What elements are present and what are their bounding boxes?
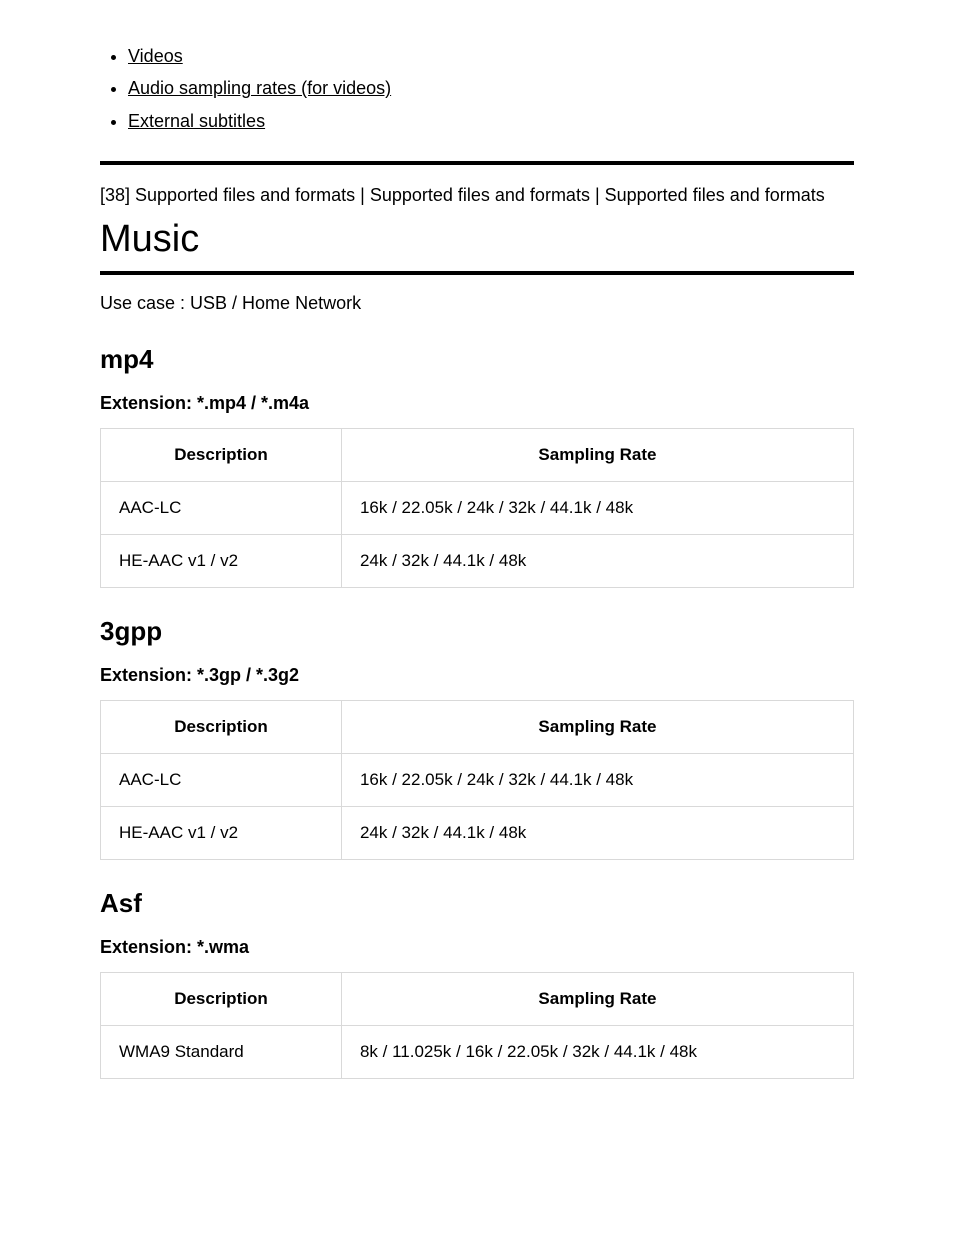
format-table-3gpp: Description Sampling Rate AAC-LC 16k / 2… [100, 700, 854, 860]
extension-label-3gpp: Extension: *.3gp / *.3g2 [100, 665, 854, 686]
column-header-description: Description [101, 700, 342, 753]
cell-sampling-rate: 16k / 22.05k / 24k / 32k / 44.1k / 48k [341, 481, 853, 534]
column-header-sampling-rate: Sampling Rate [341, 700, 853, 753]
column-header-sampling-rate: Sampling Rate [341, 972, 853, 1025]
nav-link-item: Audio sampling rates (for videos) [128, 72, 854, 104]
table-row: HE-AAC v1 / v2 24k / 32k / 44.1k / 48k [101, 806, 854, 859]
table-row: WMA9 Standard 8k / 11.025k / 16k / 22.05… [101, 1025, 854, 1078]
extension-label-asf: Extension: *.wma [100, 937, 854, 958]
format-table-mp4: Description Sampling Rate AAC-LC 16k / 2… [100, 428, 854, 588]
cell-sampling-rate: 16k / 22.05k / 24k / 32k / 44.1k / 48k [341, 753, 853, 806]
cell-description: HE-AAC v1 / v2 [101, 534, 342, 587]
cell-description: WMA9 Standard [101, 1025, 342, 1078]
nav-link-item: External subtitles [128, 105, 854, 137]
table-row: AAC-LC 16k / 22.05k / 24k / 32k / 44.1k … [101, 481, 854, 534]
cell-sampling-rate: 24k / 32k / 44.1k / 48k [341, 806, 853, 859]
divider-under-title [100, 271, 854, 275]
column-header-description: Description [101, 428, 342, 481]
cell-description: AAC-LC [101, 753, 342, 806]
usecase-text: Use case : USB / Home Network [100, 293, 854, 314]
cell-description: HE-AAC v1 / v2 [101, 806, 342, 859]
nav-link-external-subtitles[interactable]: External subtitles [128, 111, 265, 131]
divider-top [100, 161, 854, 165]
table-header-row: Description Sampling Rate [101, 700, 854, 753]
cell-description: AAC-LC [101, 481, 342, 534]
page-container: Videos Audio sampling rates (for videos)… [0, 0, 954, 1129]
extension-label-mp4: Extension: *.mp4 / *.m4a [100, 393, 854, 414]
cell-sampling-rate: 24k / 32k / 44.1k / 48k [341, 534, 853, 587]
table-header-row: Description Sampling Rate [101, 428, 854, 481]
format-table-asf: Description Sampling Rate WMA9 Standard … [100, 972, 854, 1079]
table-header-row: Description Sampling Rate [101, 972, 854, 1025]
nav-link-list: Videos Audio sampling rates (for videos)… [100, 40, 854, 137]
nav-link-item: Videos [128, 40, 854, 72]
nav-link-videos[interactable]: Videos [128, 46, 183, 66]
section-heading-asf: Asf [100, 888, 854, 919]
breadcrumb: [38] Supported files and formats | Suppo… [100, 181, 854, 210]
section-heading-3gpp: 3gpp [100, 616, 854, 647]
table-row: AAC-LC 16k / 22.05k / 24k / 32k / 44.1k … [101, 753, 854, 806]
column-header-description: Description [101, 972, 342, 1025]
page-title: Music [100, 218, 854, 261]
table-row: HE-AAC v1 / v2 24k / 32k / 44.1k / 48k [101, 534, 854, 587]
section-heading-mp4: mp4 [100, 344, 854, 375]
nav-link-audio-sampling-rates[interactable]: Audio sampling rates (for videos) [128, 78, 391, 98]
cell-sampling-rate: 8k / 11.025k / 16k / 22.05k / 32k / 44.1… [341, 1025, 853, 1078]
column-header-sampling-rate: Sampling Rate [341, 428, 853, 481]
